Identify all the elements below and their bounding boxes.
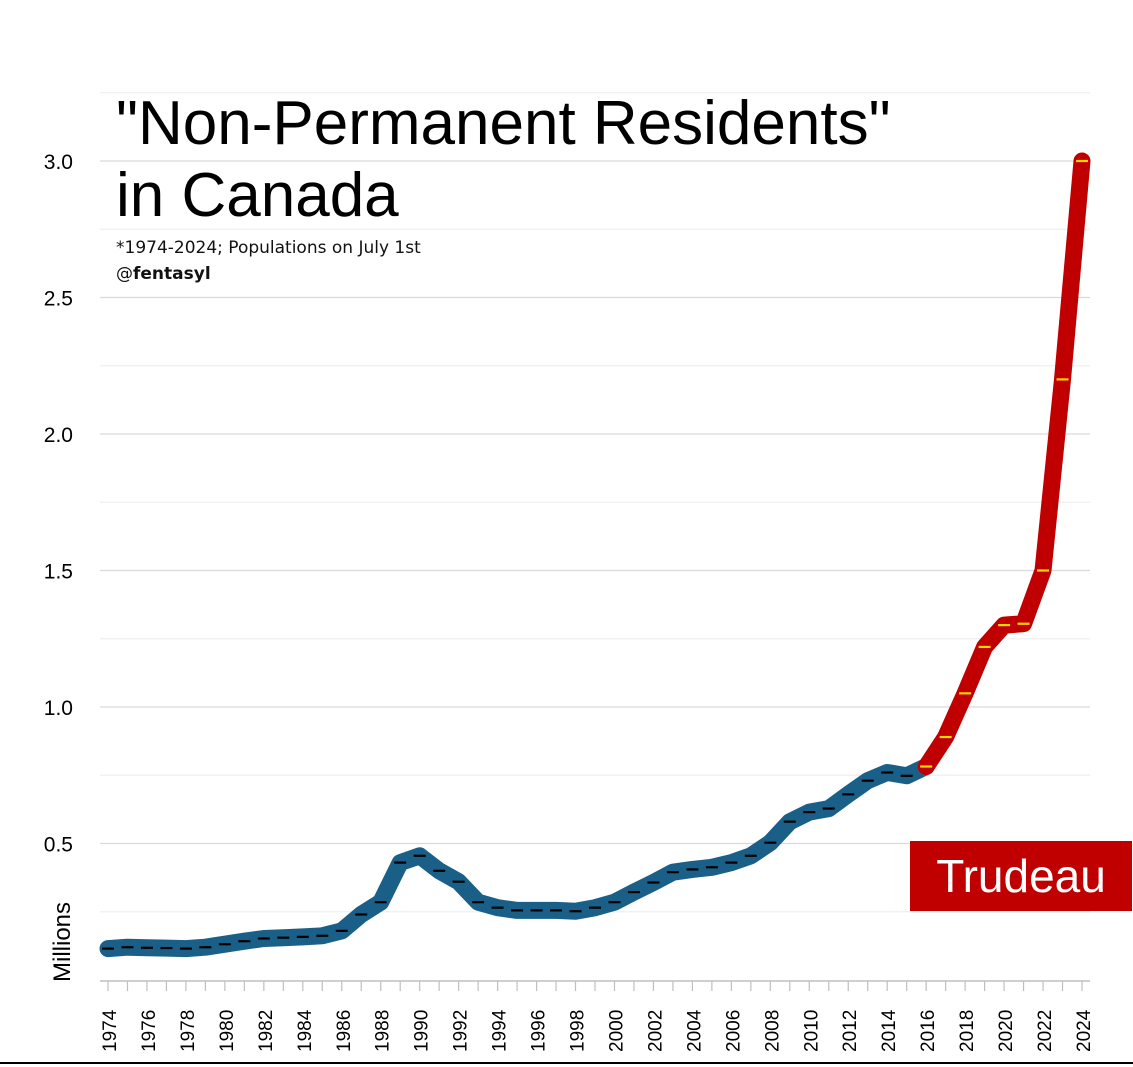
x-tick-label: 1994: [490, 1009, 511, 1052]
x-tick-label: 1982: [256, 1010, 277, 1052]
x-tick-label: 1998: [568, 1010, 589, 1052]
y-tick-label: 1.0: [44, 697, 73, 720]
gridlines: [100, 92, 1090, 913]
y-axis-label: Millions: [49, 902, 76, 982]
x-tick-label: 1990: [412, 1010, 433, 1052]
x-tick-label: 1974: [100, 1009, 121, 1052]
y-tick-label: 3.0: [44, 151, 73, 174]
x-tick-label: 1996: [529, 1010, 550, 1052]
x-tick-label: 1988: [373, 1010, 394, 1052]
x-tick-label: 2010: [801, 1010, 822, 1052]
x-tick-label: 2016: [918, 1010, 939, 1052]
y-tick-label: 2.5: [44, 288, 73, 311]
x-tick-label: 1986: [334, 1010, 355, 1052]
x-tick-label: 1978: [178, 1010, 199, 1052]
point-markers: [102, 159, 1088, 950]
y-tick-label: 2.0: [44, 424, 73, 447]
x-tick-label: 2000: [606, 1010, 627, 1052]
x-tick-label: 1976: [139, 1010, 160, 1052]
x-tick-label: 2002: [645, 1010, 666, 1052]
y-axis-ticks: 0.5 1.0 1.5 2.0 2.5 3.0: [44, 151, 73, 857]
x-tick-label: 2018: [957, 1010, 978, 1052]
series-line-trudeau: [917, 152, 1091, 775]
series-lines: [99, 152, 1091, 958]
x-tick-label: 2012: [840, 1010, 861, 1052]
x-tick-label: 1992: [451, 1010, 472, 1052]
x-tick-label: 2024: [1074, 1009, 1095, 1052]
x-axis-ticks: 1974 1976 1978 1980 1982 1984 1986 1988 1990 1992…: [100, 980, 1095, 1052]
x-tick-label: 2022: [1035, 1010, 1056, 1052]
trudeau-annotation: Trudeau: [910, 841, 1132, 911]
x-tick-label: 2020: [996, 1010, 1017, 1052]
y-tick-label: 0.5: [44, 834, 73, 857]
x-tick-label: 2004: [684, 1009, 705, 1052]
x-tick-label: 2008: [762, 1010, 783, 1052]
x-tick-label: 2006: [723, 1010, 744, 1052]
series-line-pre-2016: [99, 758, 935, 958]
bottom-rule: [0, 1062, 1133, 1064]
x-tick-label: 1984: [295, 1009, 316, 1052]
y-tick-label: 1.5: [44, 561, 73, 584]
x-tick-label: 1980: [217, 1010, 238, 1052]
x-tick-label: 2014: [879, 1009, 900, 1052]
